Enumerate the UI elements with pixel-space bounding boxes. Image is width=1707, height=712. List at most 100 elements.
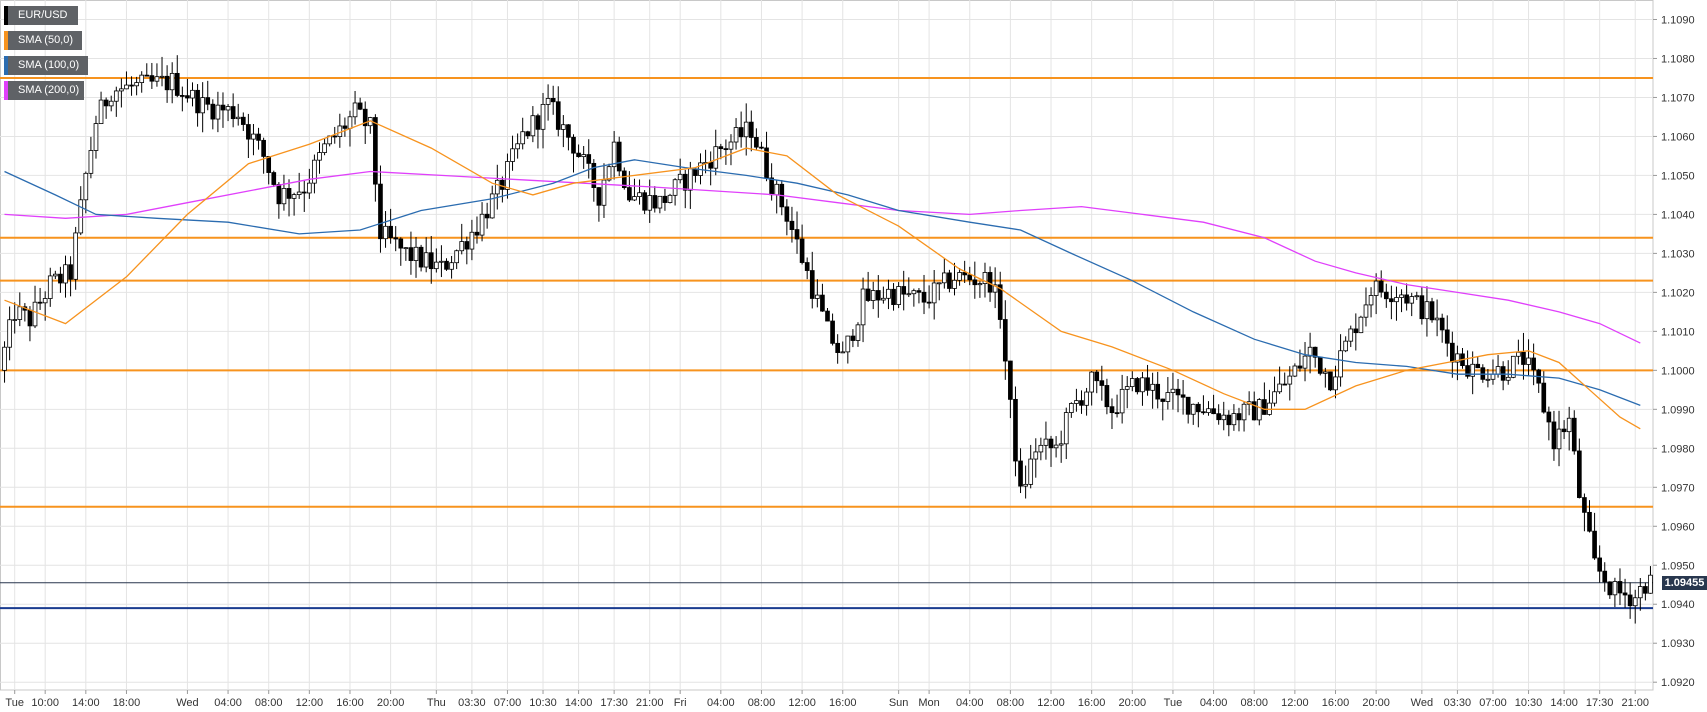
candle-body bbox=[591, 162, 597, 188]
candle-body bbox=[439, 260, 444, 263]
candle-body bbox=[1251, 401, 1257, 421]
candle-body bbox=[1196, 403, 1201, 413]
candle-body bbox=[769, 177, 774, 196]
candle-body bbox=[1378, 280, 1384, 293]
y-tick-label: 1.0970 bbox=[1661, 482, 1695, 494]
candle-body bbox=[1175, 388, 1181, 396]
candle-body bbox=[1551, 421, 1557, 450]
candle-body bbox=[1236, 413, 1242, 421]
candle-body bbox=[352, 102, 358, 118]
y-tick-label: 1.1000 bbox=[1661, 365, 1695, 377]
candle-body bbox=[378, 183, 383, 240]
candle-body bbox=[190, 89, 195, 99]
candle-body bbox=[469, 231, 475, 250]
y-tick-label: 1.0980 bbox=[1661, 443, 1695, 455]
candle-body bbox=[1201, 411, 1206, 414]
candle-body bbox=[510, 148, 515, 162]
y-tick-label: 1.1050 bbox=[1661, 170, 1695, 182]
candle-body bbox=[373, 117, 378, 185]
x-tick-label: 10:00 bbox=[31, 697, 59, 709]
candle-body bbox=[159, 75, 165, 78]
candle-body bbox=[93, 123, 99, 151]
candle-body bbox=[820, 294, 825, 312]
y-tick-label: 1.0930 bbox=[1661, 638, 1695, 650]
candle-body bbox=[449, 262, 454, 270]
candle-body bbox=[1358, 316, 1364, 334]
candle-body bbox=[870, 290, 876, 301]
candle-body bbox=[240, 116, 246, 125]
candle-body bbox=[220, 104, 226, 111]
candle-body bbox=[728, 141, 734, 150]
candle-body bbox=[1343, 340, 1348, 352]
candle-body bbox=[682, 173, 688, 191]
candle-body bbox=[799, 238, 805, 263]
candle-body bbox=[743, 121, 749, 138]
candle-body bbox=[37, 301, 43, 304]
candle-body bbox=[1353, 328, 1359, 334]
candle-body bbox=[754, 137, 759, 148]
candle-body bbox=[1424, 301, 1430, 320]
candle-body bbox=[281, 188, 287, 205]
candle-body bbox=[489, 193, 495, 219]
candle-body bbox=[713, 146, 719, 169]
candle-body bbox=[98, 99, 104, 125]
candle-body bbox=[545, 98, 551, 105]
candle-body bbox=[383, 225, 388, 240]
candle-body bbox=[149, 75, 155, 82]
x-tick-label: 04:00 bbox=[1200, 697, 1228, 709]
candle-body bbox=[906, 293, 912, 296]
candle-body bbox=[972, 279, 978, 286]
candle-body bbox=[1231, 413, 1237, 426]
x-tick-label: 08:00 bbox=[255, 697, 283, 709]
candle-body bbox=[1069, 403, 1074, 413]
candle-body bbox=[205, 97, 211, 105]
candle-body bbox=[1114, 412, 1120, 415]
x-tick-label: 07:00 bbox=[1479, 697, 1507, 709]
candle-body bbox=[505, 161, 510, 190]
candle-body bbox=[1373, 280, 1379, 296]
plot-area bbox=[0, 0, 1654, 691]
candle-body bbox=[1211, 408, 1216, 415]
candle-body bbox=[815, 294, 820, 299]
candle-body bbox=[1637, 586, 1643, 599]
candle-body bbox=[1145, 377, 1150, 391]
candle-body bbox=[1566, 417, 1572, 433]
candle-body bbox=[576, 152, 581, 158]
candle-body bbox=[337, 125, 343, 137]
y-tick-label: 1.1020 bbox=[1661, 287, 1695, 299]
candle-body bbox=[881, 297, 886, 301]
candle-body bbox=[1185, 396, 1191, 415]
candle-body bbox=[474, 231, 480, 236]
candle-body bbox=[129, 84, 134, 87]
x-tick-label: 14:00 bbox=[565, 697, 593, 709]
x-tick-label: 21:00 bbox=[1621, 697, 1649, 709]
candle-body bbox=[1241, 403, 1247, 421]
candle-body bbox=[1190, 403, 1196, 415]
candle-body bbox=[32, 301, 38, 327]
x-tick-label: 10:30 bbox=[1515, 697, 1543, 709]
candle-body bbox=[1256, 399, 1262, 421]
candle-body bbox=[616, 141, 622, 172]
candle-body bbox=[124, 84, 129, 90]
candle-body bbox=[1033, 451, 1039, 460]
candle-body bbox=[1058, 443, 1064, 446]
candle-body bbox=[647, 195, 653, 211]
x-tick-label: Fri bbox=[674, 697, 687, 709]
candle-body bbox=[601, 179, 607, 206]
x-tick-label: 17:30 bbox=[1586, 697, 1614, 709]
candle-body bbox=[1399, 294, 1404, 298]
candle-body bbox=[835, 342, 840, 353]
x-tick-label: 18:00 bbox=[113, 697, 141, 709]
y-tick-label: 1.0940 bbox=[1661, 599, 1695, 611]
candle-body bbox=[1013, 398, 1018, 462]
candle-body bbox=[1221, 414, 1227, 421]
candle-body bbox=[926, 301, 932, 304]
candle-body bbox=[748, 121, 754, 138]
candle-body bbox=[1495, 366, 1501, 375]
candle-body bbox=[982, 272, 988, 284]
candle-body bbox=[479, 213, 485, 236]
candle-body bbox=[1002, 319, 1008, 362]
y-tick-label: 1.1090 bbox=[1661, 14, 1695, 26]
